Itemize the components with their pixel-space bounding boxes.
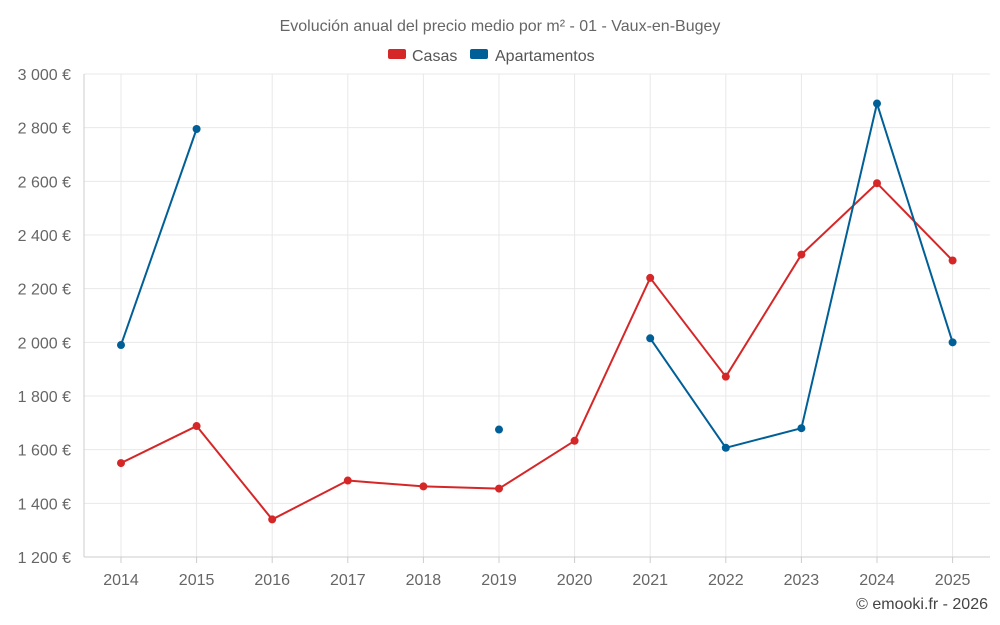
data-point-casas[interactable]: [192, 422, 201, 431]
y-tick-label: 2 000 €: [18, 335, 71, 352]
y-tick-label: 2 200 €: [18, 282, 71, 299]
data-point-casas[interactable]: [646, 273, 655, 282]
credit-text: © emooki.fr - 2026: [856, 596, 988, 613]
x-tick-label: 2018: [406, 572, 442, 589]
data-point-casas[interactable]: [570, 436, 579, 445]
x-tick-label: 2025: [935, 572, 971, 589]
data-point-casas[interactable]: [948, 256, 957, 265]
y-tick-label: 1 600 €: [18, 443, 71, 460]
series-apartamentos: [117, 99, 957, 452]
y-tick-label: 1 200 €: [18, 550, 71, 567]
x-tick-label: 2023: [784, 572, 820, 589]
data-point-casas[interactable]: [117, 459, 125, 468]
x-tick-label: 2021: [632, 572, 668, 589]
data-point-casas[interactable]: [721, 372, 730, 381]
data-point-apartamentos[interactable]: [948, 338, 957, 347]
x-tick-label: 2015: [179, 572, 215, 589]
y-tick-label: 2 400 €: [18, 228, 71, 245]
x-tick-label: 2016: [254, 572, 290, 589]
legend: Casas Apartamentos: [388, 48, 595, 65]
x-tick-label: 2017: [330, 572, 366, 589]
x-tick-label: 2022: [708, 572, 744, 589]
data-point-apartamentos[interactable]: [192, 125, 201, 134]
y-tick-label: 1 800 €: [18, 389, 71, 406]
data-point-casas[interactable]: [797, 250, 806, 259]
legend-swatch-casas: [388, 49, 406, 59]
y-tick-label: 2 600 €: [18, 174, 71, 191]
data-point-apartamentos[interactable]: [646, 334, 655, 343]
axes: 1 200 € 1 400 € 1 600 € 1 800 € 2 000 € 2 200…: [18, 67, 990, 589]
legend-label-casas[interactable]: Casas: [412, 48, 457, 65]
y-tick-label: 2 800 €: [18, 121, 71, 138]
data-point-apartamentos[interactable]: [721, 443, 730, 452]
y-tick-label: 1 400 €: [18, 496, 71, 513]
x-tick-label: 2014: [103, 572, 139, 589]
data-point-casas[interactable]: [873, 179, 881, 188]
data-point-casas[interactable]: [419, 482, 428, 491]
data-point-apartamentos[interactable]: [495, 425, 503, 434]
data-point-apartamentos[interactable]: [873, 99, 881, 108]
grid: [84, 73, 990, 558]
x-tick-label: 2019: [481, 572, 517, 589]
x-tick-label: 2024: [859, 572, 895, 589]
y-tick-label: 3 000 €: [18, 67, 71, 84]
series-line-apartamentos: [120, 128, 198, 346]
data-point-apartamentos[interactable]: [797, 424, 806, 433]
data-point-casas[interactable]: [495, 484, 503, 493]
data-point-apartamentos[interactable]: [117, 341, 125, 350]
legend-label-apartamentos[interactable]: Apartamentos: [495, 48, 595, 65]
data-point-casas[interactable]: [268, 515, 277, 524]
legend-swatch-apartamentos: [470, 49, 488, 59]
data-point-casas[interactable]: [343, 476, 352, 485]
series-layer: [117, 99, 957, 524]
x-tick-label: 2020: [557, 572, 593, 589]
chart-title: Evolución anual del precio medio por m² …: [280, 18, 721, 35]
series-casas: [117, 179, 957, 524]
series-line-casas: [120, 182, 954, 521]
